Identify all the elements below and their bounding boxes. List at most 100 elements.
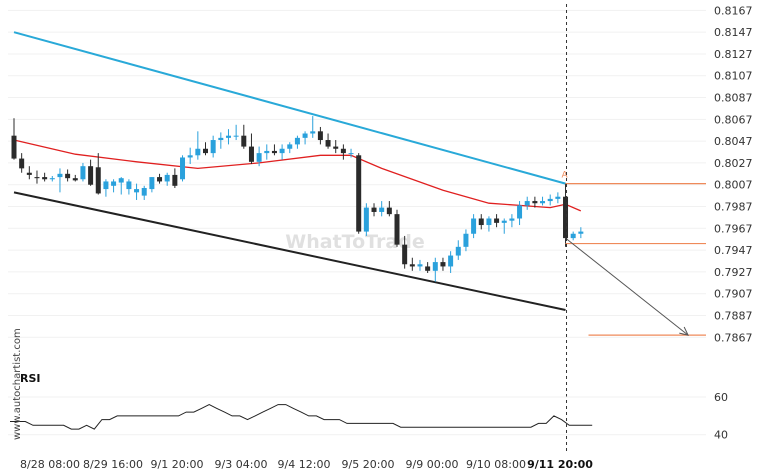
candle — [19, 153, 25, 173]
candle — [26, 166, 32, 180]
signal-marker-label: A — [562, 170, 569, 180]
candle — [118, 177, 124, 195]
candle-body — [532, 201, 538, 204]
candle-body — [195, 148, 201, 156]
candle-body — [80, 166, 86, 180]
candle — [287, 142, 293, 154]
candle — [570, 231, 576, 241]
candle — [11, 118, 17, 160]
candle — [65, 169, 71, 182]
trendline-lower — [13, 191, 566, 312]
price-tick-label: 0.7987 — [714, 201, 753, 214]
candle — [310, 116, 316, 138]
candle — [49, 176, 55, 182]
candle — [455, 240, 461, 260]
candle — [180, 155, 186, 182]
candle-body — [340, 148, 346, 154]
candle-body — [363, 207, 369, 232]
candle-body — [103, 181, 109, 190]
candle-body — [111, 181, 117, 186]
candle — [478, 214, 484, 230]
candle — [195, 131, 201, 160]
candle-body — [501, 220, 507, 223]
time-tick-label: 9/4 12:00 — [278, 458, 331, 471]
candle-body — [547, 198, 553, 202]
candle — [279, 144, 285, 160]
trendlines — [13, 31, 566, 312]
candle-body — [287, 144, 293, 149]
candlesticks — [11, 116, 584, 282]
candle — [218, 132, 224, 149]
candle — [371, 203, 377, 217]
time-tick-label: 9/10 08:00 — [466, 458, 526, 471]
candle — [501, 218, 507, 234]
candle — [210, 135, 216, 158]
candle-body — [448, 255, 454, 267]
candle — [157, 173, 163, 184]
candle — [432, 257, 438, 282]
candle — [271, 144, 277, 156]
candle-body — [317, 131, 323, 141]
candle — [256, 146, 262, 167]
time-tick-label: 8/29 16:00 — [83, 458, 143, 471]
rsi-tick-label: 40 — [714, 429, 728, 442]
candle — [547, 194, 553, 206]
price-tick-label: 0.7967 — [714, 222, 753, 235]
time-tick-label: 8/28 08:00 — [20, 458, 80, 471]
candle — [302, 131, 308, 145]
candle-body — [509, 218, 515, 221]
candle-body — [203, 148, 208, 154]
candle — [325, 133, 331, 149]
candle — [532, 196, 538, 208]
price-tick-label: 0.8087 — [714, 92, 753, 105]
candle-body — [432, 262, 438, 271]
candle-body — [348, 153, 354, 155]
candle-body — [578, 231, 584, 234]
price-tick-label: 0.8067 — [714, 113, 753, 126]
candle — [578, 227, 584, 239]
candle — [264, 144, 270, 160]
candle-body — [65, 173, 71, 179]
candle-body — [49, 178, 55, 180]
candle — [294, 135, 300, 149]
candle — [409, 257, 415, 271]
candle-body — [386, 207, 392, 215]
candle — [126, 179, 132, 195]
candle-body — [141, 187, 147, 196]
candle — [95, 153, 101, 195]
time-axis: 8/28 08:00 8/29 16:00 9/1 20:00 9/3 04:00 9/… — [20, 458, 593, 471]
price-tick-label: 0.8047 — [714, 135, 753, 148]
candle — [486, 216, 492, 232]
candle-body — [570, 233, 576, 239]
candle-body — [540, 201, 546, 204]
trendline-upper — [13, 31, 566, 185]
price-tick-label: 0.8127 — [714, 48, 753, 61]
candle — [448, 251, 454, 273]
time-tick-label: 9/11 20:00 — [527, 458, 593, 471]
candle — [417, 259, 423, 271]
candle-body — [425, 266, 431, 271]
candle — [356, 153, 362, 234]
candle-body — [563, 196, 569, 239]
candle-body — [494, 218, 500, 223]
time-tick-label: 9/3 04:00 — [215, 458, 268, 471]
candle — [103, 179, 109, 197]
candle — [72, 174, 78, 182]
candle — [241, 124, 247, 149]
candle-body — [555, 196, 561, 199]
candle-body — [256, 153, 262, 162]
rsi-label: RSI — [20, 372, 41, 385]
candle-body — [126, 181, 132, 190]
candle-body — [241, 135, 247, 147]
price-tick-label: 0.8007 — [714, 179, 753, 192]
price-tick-label: 0.7867 — [714, 331, 753, 344]
watermark: WhatToTrade — [285, 231, 424, 253]
projection-arrow-head — [679, 326, 689, 336]
candle — [111, 179, 117, 193]
rsi-tick-label: 60 — [714, 391, 728, 404]
candle-body — [402, 244, 408, 265]
candle — [540, 196, 546, 206]
price-grid — [8, 9, 706, 338]
candle — [333, 140, 339, 154]
price-tick-label: 0.8147 — [714, 26, 753, 39]
